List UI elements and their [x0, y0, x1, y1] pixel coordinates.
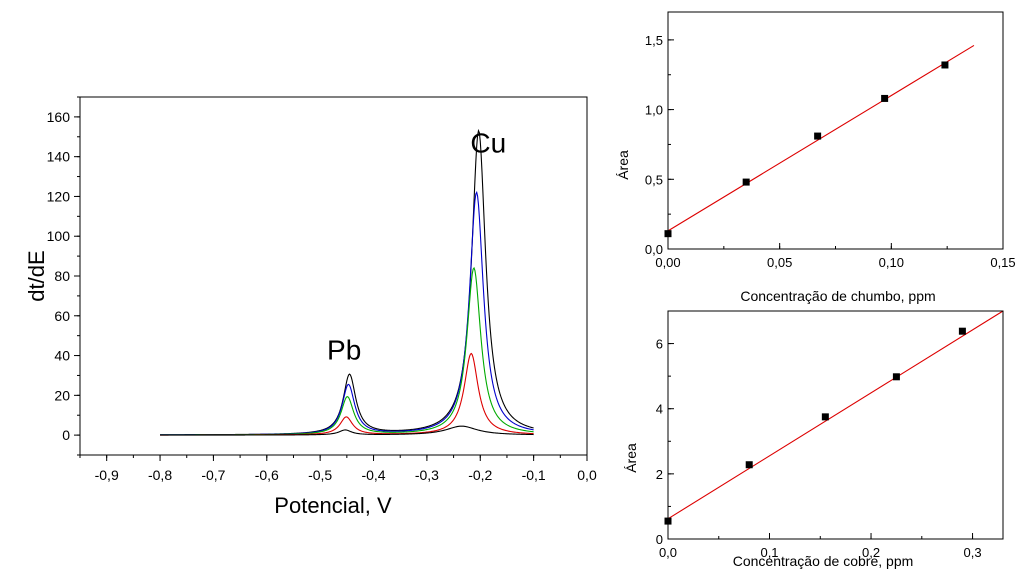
data-point	[745, 461, 753, 469]
data-point	[814, 132, 822, 140]
y-tick-label: 0,0	[645, 242, 663, 257]
copper-y-ticks: 0 2 4 6	[656, 310, 674, 547]
y-tick-label: 1,5	[645, 33, 663, 48]
copper-fit-line	[667, 310, 1004, 520]
y-tick-label: 60	[54, 308, 70, 324]
y-tick-label: 100	[47, 228, 71, 244]
x-tick-label: -0,1	[522, 467, 546, 483]
x-tick-label: -0,2	[468, 467, 492, 483]
x-tick-label: 0,0	[577, 467, 597, 483]
fit-line	[667, 310, 1004, 520]
lead-plot-frame	[667, 11, 1004, 250]
x-tick-label: 0,05	[767, 255, 792, 270]
copper-calibration-chart: 0,0 0,1 0,2 0,3 0 2 4 6 Concentração de cobre,…	[623, 310, 1004, 569]
y-tick-label: 0	[62, 427, 70, 443]
x-tick-label: 0,0	[659, 545, 677, 560]
data-point	[881, 94, 889, 102]
y-tick-label: 140	[47, 149, 71, 165]
lead-y-axis-label: Área	[615, 150, 631, 180]
copper-data-points	[664, 327, 966, 525]
x-tick-label: 0,2	[862, 545, 880, 560]
y-tick-label: 120	[47, 188, 71, 204]
lead-x-axis-label: Concentração de chumbo, ppm	[740, 288, 935, 304]
y-tick-label: 40	[54, 348, 70, 364]
lead-x-ticks: 0,00 0,05 0,10 0,15	[655, 243, 1016, 270]
y-tick-label: 160	[47, 109, 71, 125]
x-tick-label: 0,00	[655, 255, 680, 270]
x-tick-label: 0,10	[879, 255, 904, 270]
data-point	[821, 413, 829, 421]
x-tick-label: 0,1	[760, 545, 778, 560]
x-tick-label: -0,7	[201, 467, 225, 483]
y-tick-label: 80	[54, 268, 70, 284]
voltammogram-plot-frame	[79, 96, 588, 456]
x-tick-label: -0,9	[95, 467, 119, 483]
y-tick-label: 1,0	[645, 103, 663, 118]
data-point	[892, 373, 900, 381]
series-line	[160, 352, 534, 436]
voltammogram-series	[160, 128, 534, 436]
copper-y-axis-label: Área	[623, 443, 639, 473]
series-line	[160, 190, 534, 436]
y-tick-label: 0	[656, 532, 663, 547]
data-point	[941, 61, 949, 69]
y-tick-label: 2	[656, 467, 663, 482]
data-point	[958, 327, 966, 335]
copper-x-ticks: 0,0 0,1 0,2 0,3	[659, 533, 982, 560]
lead-y-ticks: 0,0 0,5 1,0 1,5	[645, 33, 674, 257]
x-tick-label: -0,3	[415, 467, 439, 483]
y-tick-label: 4	[656, 402, 663, 417]
x-tick-label: 0,3	[964, 545, 982, 560]
data-point	[742, 178, 750, 186]
voltammogram-y-ticks: 0 20 40 60 80 100 120 140 160	[47, 96, 80, 456]
series-line	[160, 128, 534, 436]
x-tick-label: -0,6	[255, 467, 279, 483]
voltammogram-y-axis-label: dt/dE	[24, 250, 49, 301]
x-tick-label: -0,4	[361, 467, 385, 483]
series-line	[160, 425, 534, 436]
annotation-cu: Cu	[470, 128, 506, 159]
y-tick-label: 0,5	[645, 172, 663, 187]
voltammogram-x-ticks: -0,9 -0,8 -0,7 -0,6 -0,5 -0,4 -0,3 -0,2 -0,1 0,0	[79, 455, 597, 483]
lead-data-points	[664, 61, 949, 238]
voltammogram-x-axis-label: Potencial, V	[274, 493, 392, 518]
x-tick-label: -0,5	[308, 467, 332, 483]
x-tick-label: 0,15	[990, 255, 1015, 270]
copper-x-axis-label: Concentração de cobre, ppm	[733, 553, 914, 569]
annotation-pb: Pb	[327, 335, 361, 366]
y-tick-label: 20	[54, 387, 70, 403]
voltammogram-chart: -0,9 -0,8 -0,7 -0,6 -0,5 -0,4 -0,3 -0,2 -0,1 0,0 …	[24, 96, 597, 518]
copper-plot-frame	[667, 310, 1004, 540]
x-tick-label: -0,8	[148, 467, 172, 483]
lead-calibration-chart: 0,00 0,05 0,10 0,15 0,0 0,5 1,0 1,5 Concentraç…	[615, 11, 1016, 304]
y-tick-label: 6	[656, 337, 663, 352]
